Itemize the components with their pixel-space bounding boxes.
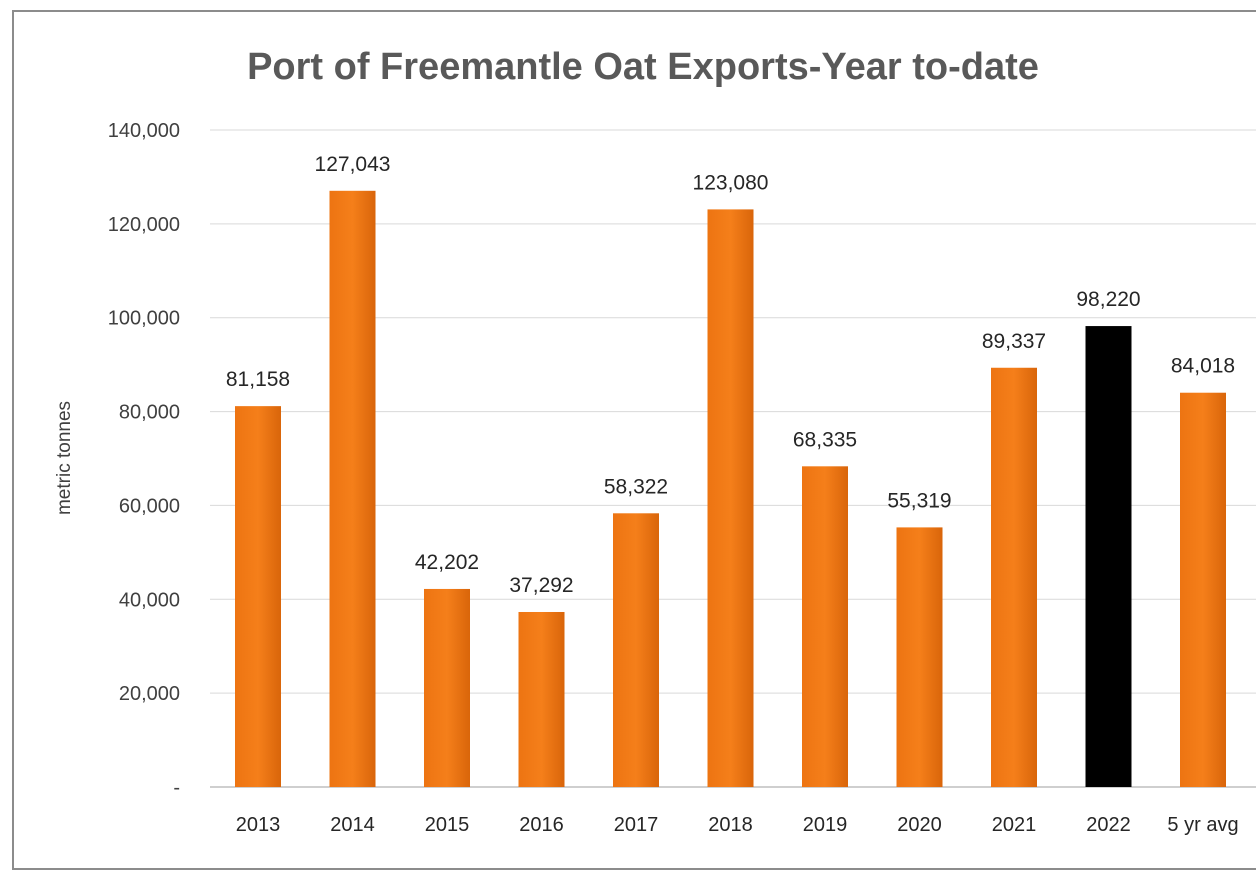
- y-tick-label: 80,000: [119, 402, 180, 424]
- y-tick-label: 40,000: [119, 589, 180, 611]
- bars: [235, 190, 1226, 787]
- x-tick-label: 2014: [330, 814, 375, 836]
- y-axis-ticks: - 20,000 40,000 60,000 80,000 100,000 120,000 1…: [108, 120, 180, 799]
- data-label: 81,158: [226, 368, 290, 391]
- x-axis-ticks: 2013 2014 2015 2016 2017 2018 2019 2020 2021 2022…: [236, 814, 1239, 836]
- y-tick-label: -: [173, 777, 180, 799]
- x-tick-label: 2015: [425, 814, 470, 836]
- x-tick-label: 2016: [519, 814, 564, 836]
- x-tick-label: 5 yr avg: [1167, 814, 1238, 836]
- bar-2015: [424, 588, 470, 787]
- y-tick-label: 120,000: [108, 214, 180, 236]
- data-label: 42,202: [415, 551, 479, 574]
- bar-5-yr-avg: [1180, 392, 1226, 787]
- bar-2016: [518, 611, 565, 787]
- y-tick-label: 20,000: [119, 683, 180, 705]
- x-tick-label: 2013: [236, 814, 281, 836]
- data-label: 55,319: [887, 489, 951, 512]
- data-label: 89,337: [982, 330, 1046, 353]
- data-label: 127,043: [315, 153, 391, 176]
- data-label: 123,080: [693, 171, 769, 194]
- bar-2014: [329, 190, 376, 787]
- bar-2021: [991, 367, 1037, 787]
- chart-title: Port of Freemantle Oat Exports-Year to-d…: [247, 46, 1039, 88]
- data-label: 98,220: [1076, 288, 1140, 311]
- data-label: 68,335: [793, 428, 857, 451]
- data-label: 58,322: [604, 475, 668, 498]
- x-tick-label: 2021: [992, 814, 1037, 836]
- y-axis-label: metric tonnes: [54, 401, 75, 515]
- bar-2019: [802, 466, 848, 787]
- y-tick-label: 100,000: [108, 308, 180, 330]
- y-tick-label: 140,000: [108, 120, 180, 142]
- data-label: 84,018: [1171, 355, 1235, 378]
- bar-chart: Port of Freemantle Oat Exports-Year to-d…: [54, 46, 1256, 836]
- x-tick-label: 2017: [614, 814, 659, 836]
- bar-2013: [235, 406, 281, 787]
- bar-2022: [1085, 326, 1132, 787]
- data-label: 37,292: [509, 574, 573, 597]
- data-labels: 81,158 127,043 42,202 37,292 58,322 123,080 68…: [226, 153, 1235, 597]
- bar-2020: [896, 527, 943, 787]
- x-tick-label: 2020: [897, 814, 942, 836]
- y-tick-label: 60,000: [119, 495, 180, 517]
- x-tick-label: 2022: [1086, 814, 1131, 836]
- bar-2017: [613, 513, 659, 787]
- x-tick-label: 2019: [803, 814, 848, 836]
- x-tick-label: 2018: [708, 814, 753, 836]
- bar-2018: [707, 209, 754, 787]
